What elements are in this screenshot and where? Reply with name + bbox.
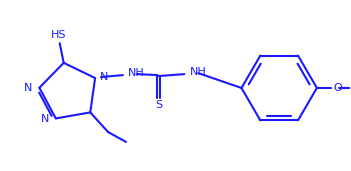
Text: S: S — [155, 100, 162, 110]
Text: NH: NH — [190, 67, 206, 77]
Text: N: N — [40, 114, 49, 124]
Text: N: N — [100, 72, 108, 82]
Text: N: N — [24, 83, 32, 93]
Text: NH: NH — [128, 68, 145, 78]
Text: O: O — [334, 83, 343, 93]
Text: HS: HS — [51, 30, 66, 40]
